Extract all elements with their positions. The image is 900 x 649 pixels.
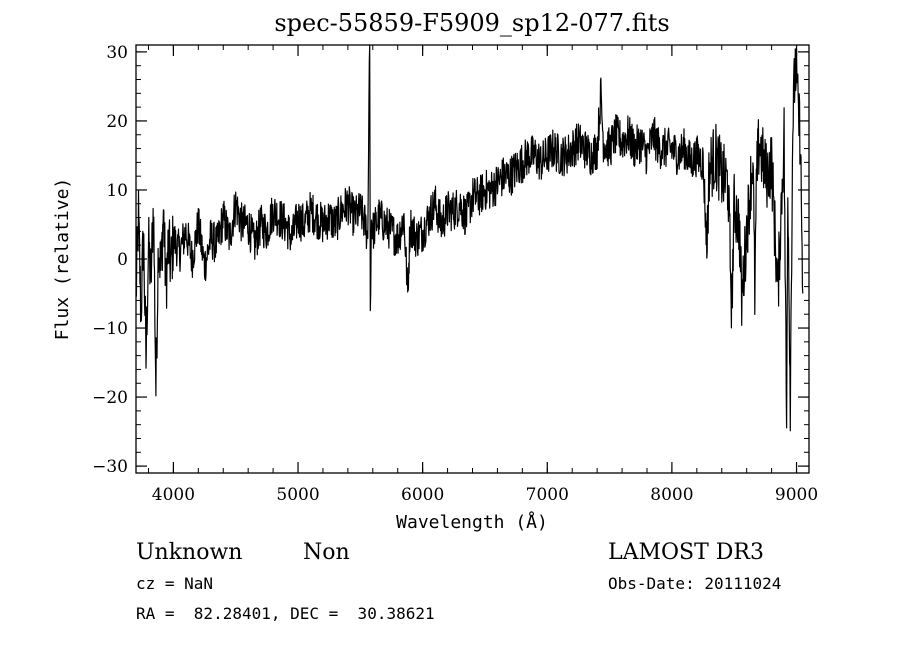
coordinates-text: RA = 82.28401, DEC = 30.38621 (136, 604, 435, 623)
x-axis-label: Wavelength (Å) (396, 511, 548, 533)
y-tick-label: 30 (106, 43, 128, 63)
y-tick-label: 0 (117, 250, 128, 270)
object-subclass: Non (303, 540, 350, 565)
plot-frame (135, 44, 810, 474)
y-tick-label: −20 (92, 388, 128, 408)
x-tick-label: 4000 (152, 485, 195, 505)
spectrum-line (135, 44, 804, 432)
x-tick-label: 8000 (650, 485, 693, 505)
x-tick-label: 6000 (401, 485, 444, 505)
y-tick-label: 20 (106, 112, 128, 132)
x-tick-label: 5000 (276, 485, 319, 505)
chart-title: spec-55859-F5909_sp12-077.fits (274, 9, 669, 37)
x-tick-label: 9000 (775, 485, 818, 505)
tick-labels: 4000 5000 6000 7000 8000 9000 −30 −20 −10 0 10 20 30 (92, 43, 818, 505)
y-axis-label: Flux (relative) (52, 178, 73, 341)
redshift-text: cz = NaN (136, 574, 213, 593)
x-tick-label: 7000 (526, 485, 569, 505)
minor-ticks (136, 45, 809, 473)
y-tick-label: −10 (92, 319, 128, 339)
y-tick-label: −30 (92, 457, 128, 477)
y-tick-label: 10 (106, 181, 128, 201)
object-class: Unknown (136, 540, 242, 565)
obs-date: Obs-Date: 20111024 (608, 574, 781, 593)
major-ticks (136, 45, 809, 473)
survey-label: LAMOST DR3 (608, 540, 764, 565)
